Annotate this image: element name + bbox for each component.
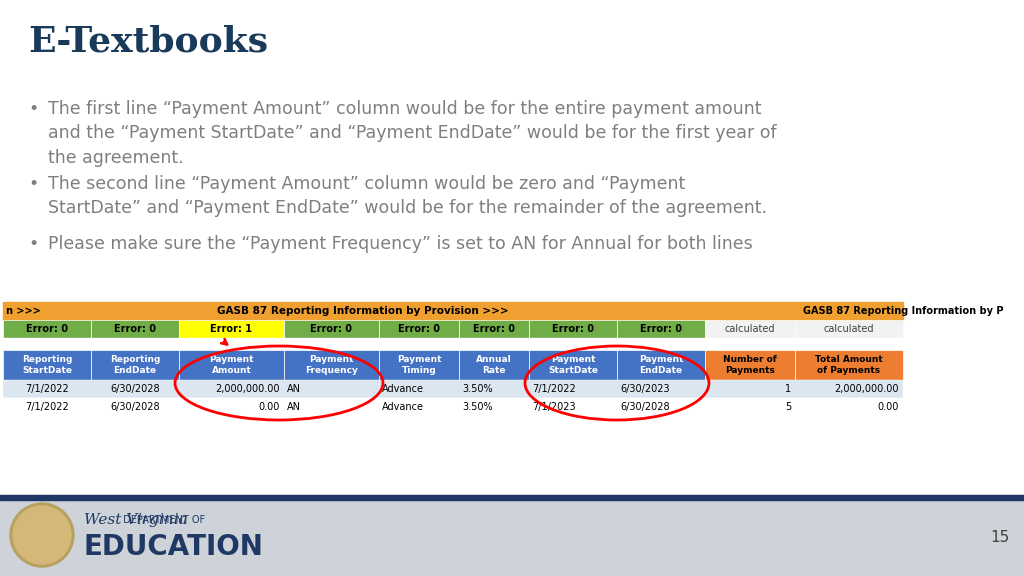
Bar <box>379 350 459 380</box>
Text: •: • <box>28 175 38 193</box>
Text: EDUCATION: EDUCATION <box>84 533 264 561</box>
Text: E-Textbooks: E-Textbooks <box>28 25 268 59</box>
Bar <box>795 320 903 338</box>
Bar <box>705 320 795 338</box>
Text: DEPARTMENT OF: DEPARTMENT OF <box>120 515 205 525</box>
Text: •: • <box>28 235 38 253</box>
Text: Payment
Timing: Payment Timing <box>396 355 441 375</box>
Bar <box>529 320 617 338</box>
Bar <box>284 350 379 380</box>
Text: GASB 87 Reporting Information by P: GASB 87 Reporting Information by P <box>803 306 1004 316</box>
Bar <box>617 350 705 380</box>
Text: 3.50%: 3.50% <box>462 384 493 394</box>
Circle shape <box>13 506 71 564</box>
Text: Error: 0: Error: 0 <box>640 324 682 334</box>
Text: 5: 5 <box>784 402 791 412</box>
Text: Number of
Payments: Number of Payments <box>723 355 777 375</box>
Text: 7/1/2022: 7/1/2022 <box>26 402 69 412</box>
Bar <box>459 320 529 338</box>
Text: Payment
Amount: Payment Amount <box>209 355 254 375</box>
Text: Annual
Rate: Annual Rate <box>476 355 512 375</box>
Text: 0.00: 0.00 <box>878 402 899 412</box>
Bar <box>3 338 903 350</box>
Bar <box>91 320 179 338</box>
Bar <box>179 350 284 380</box>
Text: The second line “Payment Amount” column would be zero and “Payment
StartDate” an: The second line “Payment Amount” column … <box>48 175 767 217</box>
Text: Please make sure the “Payment Frequency” is set to AN for Annual for both lines: Please make sure the “Payment Frequency”… <box>48 235 753 253</box>
Text: 6/30/2028: 6/30/2028 <box>111 402 160 412</box>
Text: 6/30/2023: 6/30/2023 <box>620 384 670 394</box>
Text: AN: AN <box>287 384 301 394</box>
Text: •: • <box>28 100 38 118</box>
Text: AN: AN <box>287 402 301 412</box>
Text: Error: 0: Error: 0 <box>552 324 594 334</box>
Text: Error: 0: Error: 0 <box>310 324 352 334</box>
Circle shape <box>10 503 74 567</box>
Text: 6/30/2028: 6/30/2028 <box>620 402 670 412</box>
Text: 7/1/2022: 7/1/2022 <box>532 384 575 394</box>
Bar <box>91 350 179 380</box>
Text: Advance: Advance <box>382 402 424 412</box>
Bar <box>0 495 1024 500</box>
Text: Payment
EndDate: Payment EndDate <box>639 355 683 375</box>
Bar <box>0 495 1024 576</box>
Text: Total Amount
of Payments: Total Amount of Payments <box>815 355 883 375</box>
Text: 1: 1 <box>784 384 791 394</box>
Text: Reporting
EndDate: Reporting EndDate <box>110 355 160 375</box>
Text: 7/1/2022: 7/1/2022 <box>26 384 69 394</box>
Text: Reporting
StartDate: Reporting StartDate <box>22 355 72 375</box>
Text: 0.00: 0.00 <box>259 402 280 412</box>
Bar <box>3 320 91 338</box>
Text: Error: 0: Error: 0 <box>473 324 515 334</box>
Text: Error: 0: Error: 0 <box>26 324 68 334</box>
Text: Error: 0: Error: 0 <box>114 324 156 334</box>
Text: calculated: calculated <box>823 324 874 334</box>
Text: West Virginia: West Virginia <box>84 513 187 527</box>
Bar <box>3 380 903 398</box>
Bar <box>459 350 529 380</box>
Bar <box>3 302 903 320</box>
Text: n >>>: n >>> <box>6 306 41 316</box>
Text: Payment
StartDate: Payment StartDate <box>548 355 598 375</box>
Text: Error: 1: Error: 1 <box>211 324 253 334</box>
Text: Error: 0: Error: 0 <box>398 324 440 334</box>
Text: GASB 87 Reporting Information by Provision >>>: GASB 87 Reporting Information by Provisi… <box>217 306 509 316</box>
Text: 6/30/2028: 6/30/2028 <box>111 384 160 394</box>
Text: 15: 15 <box>990 529 1010 544</box>
Text: Payment
Frequency: Payment Frequency <box>305 355 358 375</box>
Bar <box>179 320 284 338</box>
Bar <box>705 350 795 380</box>
Bar <box>284 320 379 338</box>
Bar <box>3 350 91 380</box>
Text: The first line “Payment Amount” column would be for the entire payment amount
an: The first line “Payment Amount” column w… <box>48 100 776 166</box>
Bar <box>617 320 705 338</box>
Text: Advance: Advance <box>382 384 424 394</box>
Text: 2,000,000.00: 2,000,000.00 <box>835 384 899 394</box>
Bar <box>529 350 617 380</box>
Text: 7/1/2023: 7/1/2023 <box>532 402 575 412</box>
Text: calculated: calculated <box>725 324 775 334</box>
Text: 2,000,000.00: 2,000,000.00 <box>215 384 280 394</box>
Bar <box>379 320 459 338</box>
Bar <box>795 350 903 380</box>
Text: 3.50%: 3.50% <box>462 402 493 412</box>
Bar <box>3 398 903 416</box>
